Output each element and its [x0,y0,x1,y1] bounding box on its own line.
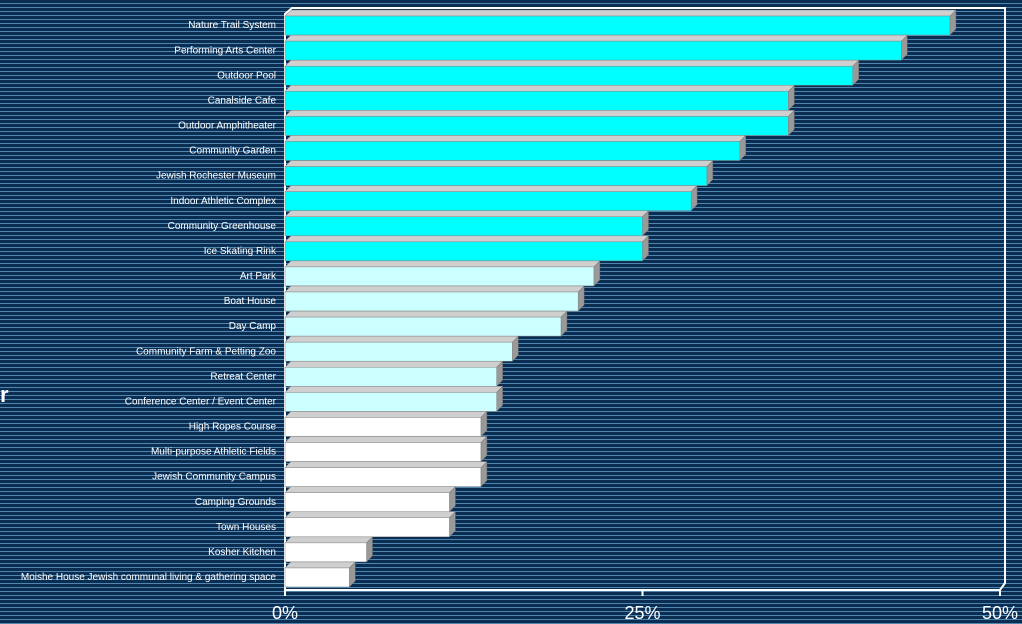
y-tick-label: Performing Arts Center [174,45,276,56]
y-tick-label: Nature Trail System [188,20,276,31]
x-tick-label: 50% [982,603,1018,623]
y-tick-label: Canalside Cafe [208,95,277,106]
bar [284,417,482,437]
y-tick-label: Multi-purpose Athletic Fields [151,447,276,458]
y-tick-label: Moishe House Jewish communal living & ga… [21,572,277,583]
bar-top [284,361,504,368]
y-tick-label: Outdoor Pool [217,70,276,81]
y-tick-label: Jewish Community Campus [152,472,276,483]
bar [284,542,367,563]
bar-top [284,85,795,92]
bar-top [284,135,747,142]
bar [284,316,562,337]
y-tick-label: Community Greenhouse [168,221,277,232]
bar-top [284,160,714,167]
y-tick-label: Day Camp [229,321,277,332]
bar-top [284,235,650,243]
bar [284,191,692,211]
annotation: r [0,382,9,407]
bar-top [284,9,957,17]
bar [284,91,789,111]
bar [284,241,643,262]
bar-top [284,536,374,544]
x-tick-label: 0% [272,603,298,623]
y-tick-label: Kosher Kitchen [208,547,276,558]
bar-top [284,285,585,293]
y-tick-label: High Ropes Course [189,422,277,433]
bar-top [284,185,698,192]
bar [284,40,902,61]
bar-top [284,110,795,117]
bar [284,467,482,487]
bar [284,65,853,86]
bar-top [284,386,504,393]
bar-top [284,335,519,343]
y-tick-label: Art Park [240,271,277,282]
bar [284,116,789,136]
bar-top [284,59,860,67]
bar-top [284,210,650,217]
y-tick-label: Outdoor Amphitheater [178,121,277,132]
bar-top [284,34,908,42]
bar-top [284,411,488,418]
y-tick-label: Jewish Rochester Museum [156,171,276,182]
bar [284,442,482,462]
bar [284,141,740,161]
y-tick-label: Indoor Athletic Complex [170,196,276,207]
bar-top [284,511,457,519]
y-tick-label: Boat House [224,296,277,307]
y-tick-label: Ice Skating Rink [204,246,277,257]
bar [284,392,497,412]
bar-top [284,561,356,569]
bar-top [284,260,601,268]
bar [284,367,497,387]
y-tick-label: Camping Grounds [195,497,276,508]
bar-top [284,486,457,493]
bar [284,266,595,287]
bar-top [284,461,488,468]
bar [284,291,579,312]
y-tick-label: Conference Center / Event Center [125,396,277,407]
y-tick-label: Retreat Center [210,371,276,382]
bar [284,492,450,512]
y-tick-label: Town Houses [216,522,276,533]
bar-top [284,310,568,318]
bar [284,15,951,36]
bar-top [284,436,488,443]
bar [284,567,350,588]
y-tick-label: Community Farm & Petting Zoo [136,346,276,357]
x-tick-label: 25% [624,603,660,623]
bar [284,166,708,186]
y-tick-label: Community Garden [189,146,276,157]
bar [284,341,513,362]
bar [284,517,450,538]
bar [284,216,643,236]
